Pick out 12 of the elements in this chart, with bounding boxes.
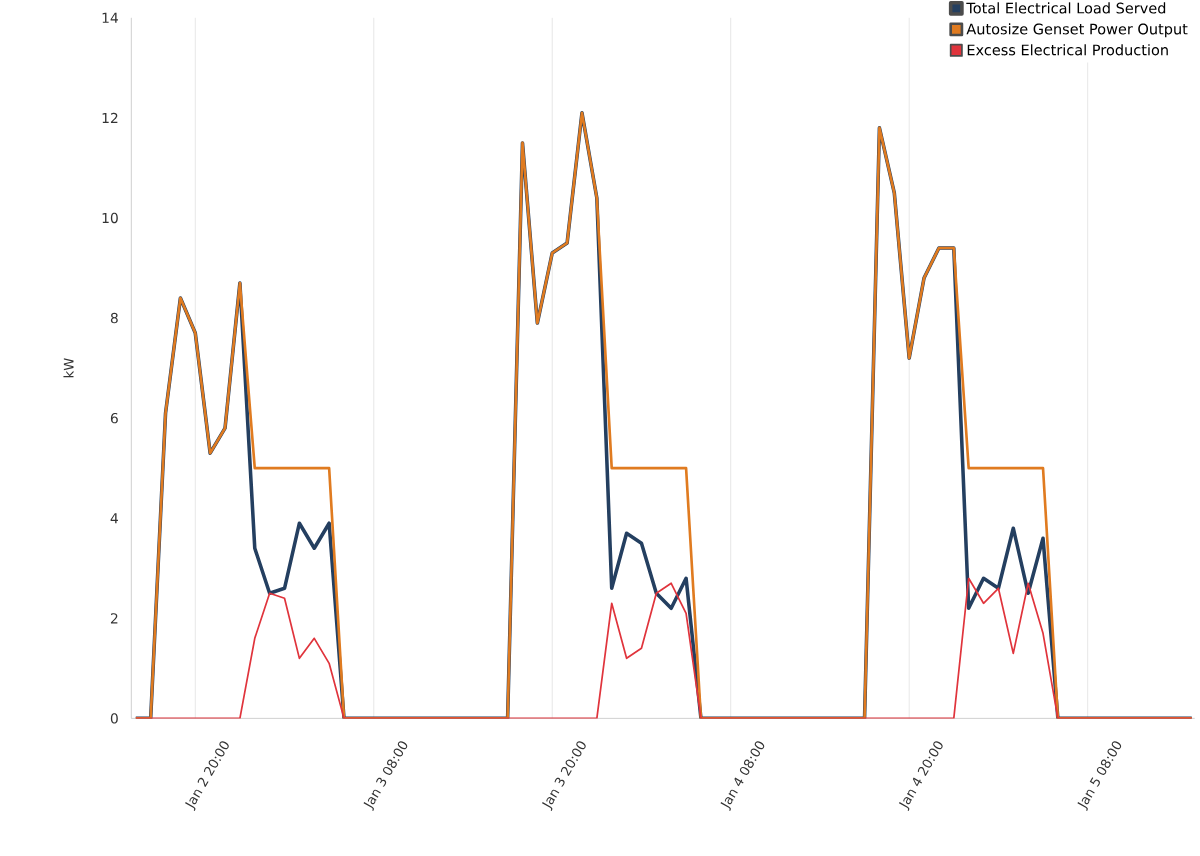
- y-tick-label: 14: [102, 12, 118, 23]
- legend-label: Excess Electrical Production: [967, 44, 1168, 56]
- y-tick-label: 12: [102, 112, 118, 124]
- legend-label: Autosize Genset Power Output: [966, 23, 1188, 38]
- y-tick-label: 10: [102, 212, 118, 224]
- y-tick-label: 4: [110, 513, 118, 524]
- y-tick-label: 0: [110, 713, 118, 724]
- legend-label: Total Electrical Load Served: [966, 2, 1166, 14]
- y-tick-label: 2: [110, 613, 118, 624]
- y-tick-label: 6: [110, 412, 118, 424]
- y-axis-title: kW: [63, 358, 74, 378]
- y-tick-label: 8: [110, 312, 118, 324]
